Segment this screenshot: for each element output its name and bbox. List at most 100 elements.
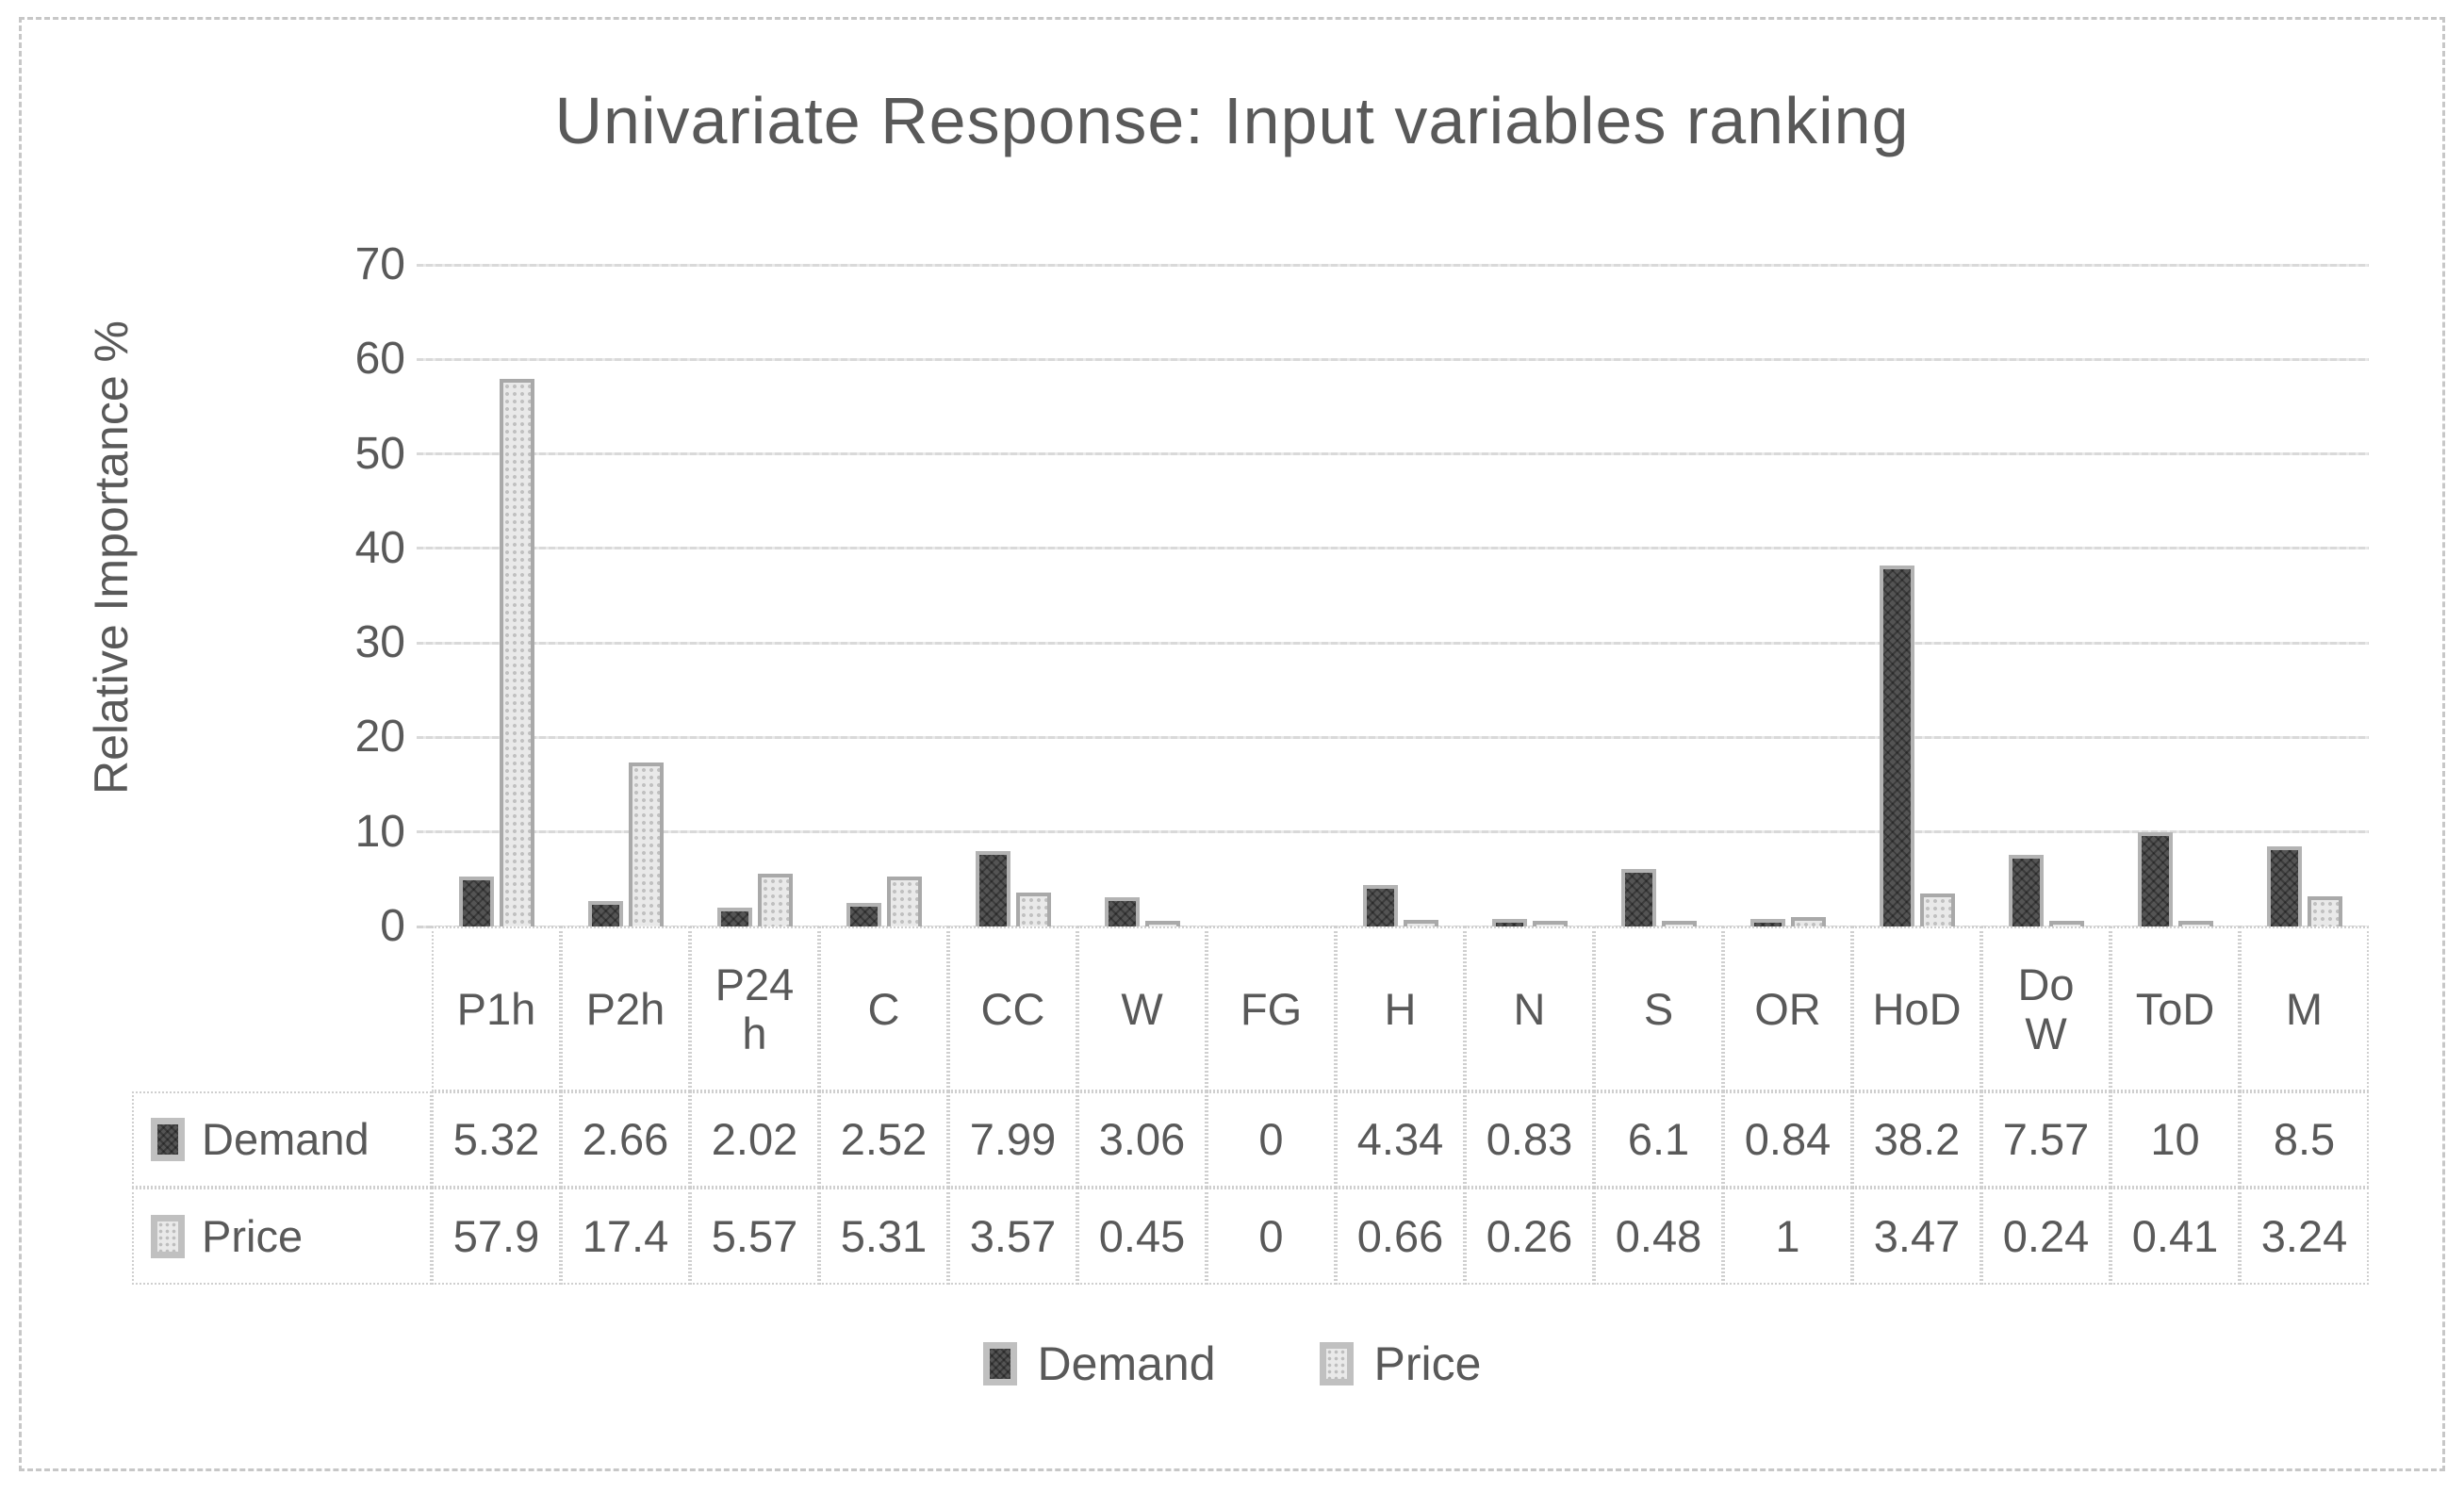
table-cell-demand-tod: 10 xyxy=(2111,1091,2240,1188)
price-bar-or xyxy=(1790,917,1826,926)
y-tick-label-20: 20 xyxy=(354,712,405,762)
table-cell-price-tod: 0.41 xyxy=(2111,1188,2240,1285)
category-header-hod: HoD xyxy=(1852,926,1981,1091)
category-header-dow: Do W xyxy=(1981,926,2111,1091)
legend-label-price: Price xyxy=(1373,1337,1482,1390)
price-bar-tod xyxy=(2177,921,2213,926)
table-cell-demand-s: 6.1 xyxy=(1594,1091,1723,1188)
table-row-header-demand: Demand xyxy=(132,1091,432,1188)
demand-bar-m xyxy=(2266,846,2302,926)
demand-bar-p1h xyxy=(458,877,494,926)
price-bar-m xyxy=(2307,896,2342,926)
category-header-p2h: P2h xyxy=(561,926,690,1091)
price-bar-p1h xyxy=(499,379,534,926)
table-cell-price-fg: 0 xyxy=(1207,1188,1336,1285)
legend-key-demand-icon xyxy=(151,1118,185,1161)
table-cell-demand-fg: 0 xyxy=(1207,1091,1336,1188)
category-header-h: H xyxy=(1336,926,1465,1091)
legend-label-demand: Demand xyxy=(1037,1337,1216,1390)
demand-bar-cc xyxy=(975,851,1010,926)
gridline-60 xyxy=(417,357,2369,361)
legend-swatch-demand-icon xyxy=(982,1342,1017,1385)
demand-bar-h xyxy=(1362,885,1398,926)
legend-item-price: Price xyxy=(1319,1336,1482,1391)
gridline-50 xyxy=(417,452,2369,456)
demand-bar-tod xyxy=(2137,832,2173,926)
demand-bar-or xyxy=(1749,919,1785,926)
table-cell-price-h: 0.66 xyxy=(1336,1188,1465,1285)
table-cell-demand-p2h: 2.66 xyxy=(561,1091,690,1188)
table-row-header-price: Price xyxy=(132,1188,432,1285)
y-tick-label-40: 40 xyxy=(354,522,405,573)
category-header-cc: CC xyxy=(948,926,1077,1091)
demand-bar-dow xyxy=(2008,855,2044,926)
price-bar-cc xyxy=(1015,893,1051,926)
category-header-p24h: P24 h xyxy=(690,926,819,1091)
table-cell-demand-h: 4.34 xyxy=(1336,1091,1465,1188)
demand-bar-w xyxy=(1104,897,1140,926)
table-cell-demand-cc: 7.99 xyxy=(948,1091,1077,1188)
table-cell-price-cc: 3.57 xyxy=(948,1188,1077,1285)
chart-title: Univariate Response: Input variables ran… xyxy=(554,84,1910,157)
y-axis-title: Relative Importance % xyxy=(85,320,138,795)
table-cell-price-p2h: 17.4 xyxy=(561,1188,690,1285)
table-cell-demand-or: 0.84 xyxy=(1723,1091,1852,1188)
price-bar-c xyxy=(886,877,922,926)
price-bar-n xyxy=(1532,921,1568,926)
gridline-40 xyxy=(417,547,2369,550)
table-cell-price-dow: 0.24 xyxy=(1981,1188,2111,1285)
table-cell-price-p24h: 5.57 xyxy=(690,1188,819,1285)
table-cell-demand-m: 8.5 xyxy=(2240,1091,2369,1188)
legend-swatch-price-icon xyxy=(1319,1342,1354,1385)
price-bar-w xyxy=(1144,921,1180,926)
demand-bar-hod xyxy=(1879,566,1914,926)
category-header-n: N xyxy=(1465,926,1594,1091)
table-cell-price-c: 5.31 xyxy=(819,1188,948,1285)
category-header-tod: ToD xyxy=(2111,926,2240,1091)
price-bar-s xyxy=(1661,921,1697,926)
category-header-fg: FG xyxy=(1207,926,1336,1091)
table-cell-demand-p1h: 5.32 xyxy=(432,1091,561,1188)
price-bar-p24h xyxy=(757,874,793,926)
price-bar-p2h xyxy=(628,762,664,926)
table-cell-price-s: 0.48 xyxy=(1594,1188,1723,1285)
table-cell-price-or: 1 xyxy=(1723,1188,1852,1285)
gridline-10 xyxy=(417,830,2369,834)
table-cell-demand-n: 0.83 xyxy=(1465,1091,1594,1188)
y-tick-label-60: 60 xyxy=(354,334,405,385)
table-cell-demand-p24h: 2.02 xyxy=(690,1091,819,1188)
demand-bar-n xyxy=(1491,919,1527,926)
category-header-m: M xyxy=(2240,926,2369,1091)
price-bar-h xyxy=(1403,920,1438,926)
category-header-s: S xyxy=(1594,926,1723,1091)
category-header-or: OR xyxy=(1723,926,1852,1091)
legend: Demand Price xyxy=(0,1336,2464,1391)
plot-area xyxy=(417,263,2369,928)
table-cell-price-n: 0.26 xyxy=(1465,1188,1594,1285)
category-header-p1h: P1h xyxy=(432,926,561,1091)
table-row-label-price: Price xyxy=(202,1210,304,1261)
y-tick-label-0: 0 xyxy=(380,901,405,951)
y-tick-label-70: 70 xyxy=(354,239,405,289)
table-cell-price-hod: 3.47 xyxy=(1852,1188,1981,1285)
category-header-c: C xyxy=(819,926,948,1091)
gridline-70 xyxy=(417,263,2369,267)
gridline-20 xyxy=(417,735,2369,739)
table-row-label-demand: Demand xyxy=(202,1114,370,1165)
price-bar-dow xyxy=(2048,921,2084,926)
table-cell-demand-c: 2.52 xyxy=(819,1091,948,1188)
table-cell-demand-hod: 38.2 xyxy=(1852,1091,1981,1188)
table-cell-price-m: 3.24 xyxy=(2240,1188,2369,1285)
legend-item-demand: Demand xyxy=(982,1336,1216,1391)
y-tick-label-10: 10 xyxy=(354,806,405,857)
legend-key-price-icon xyxy=(151,1214,185,1258)
demand-bar-p2h xyxy=(587,901,623,926)
demand-bar-p24h xyxy=(716,908,752,926)
price-bar-hod xyxy=(1919,894,1955,926)
table-cell-price-p1h: 57.9 xyxy=(432,1188,561,1285)
y-tick-label-30: 30 xyxy=(354,617,405,668)
table-cell-demand-dow: 7.57 xyxy=(1981,1091,2111,1188)
table-cell-price-w: 0.45 xyxy=(1077,1188,1207,1285)
demand-bar-s xyxy=(1620,869,1656,926)
